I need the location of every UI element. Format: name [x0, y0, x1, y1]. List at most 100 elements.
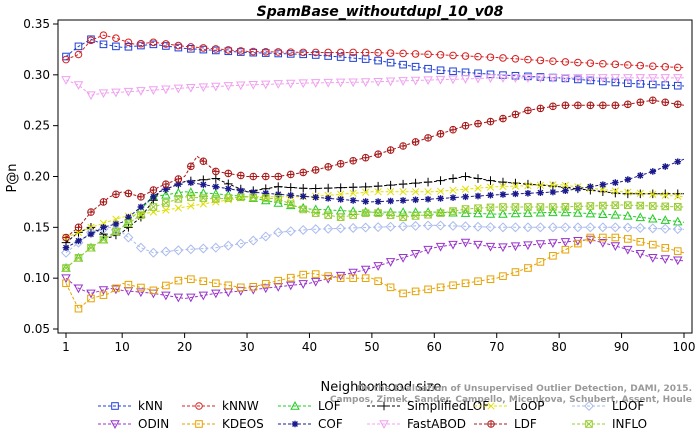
data-point: [673, 247, 682, 255]
legend-item-kdeos: KDEOS: [182, 417, 264, 431]
data-point: [336, 53, 345, 61]
data-point: [274, 48, 283, 56]
data-point: [349, 197, 357, 204]
data-point: [573, 236, 583, 246]
data-point: [499, 191, 507, 198]
data-point: [161, 291, 171, 301]
data-point: [399, 289, 407, 298]
data-point: [87, 36, 95, 45]
data-point: [100, 224, 107, 231]
data-point: [286, 200, 295, 208]
data-point: [112, 227, 120, 236]
data-point: [624, 79, 632, 88]
x-tick-label: 60: [427, 340, 442, 354]
data-point: [337, 196, 344, 203]
data-point: [149, 286, 158, 295]
data-point: [373, 222, 384, 233]
data-point: [660, 223, 671, 234]
legend-swatch-marker: [110, 420, 120, 429]
series-knn: [62, 35, 685, 90]
data-point: [87, 223, 95, 231]
data-point: [311, 166, 320, 174]
data-point: [349, 189, 357, 197]
data-point: [112, 220, 120, 228]
legend-label: LOF: [318, 399, 341, 413]
data-point: [398, 221, 409, 232]
data-point: [361, 209, 370, 217]
data-point: [261, 80, 271, 90]
data-point: [473, 208, 483, 218]
data-point: [524, 189, 532, 197]
data-point: [435, 220, 446, 231]
x-tick-label: 70: [489, 340, 504, 354]
data-point: [410, 76, 421, 86]
data-point: [373, 77, 383, 87]
data-point: [449, 207, 457, 215]
data-point: [298, 183, 308, 193]
data-point: [236, 283, 245, 292]
data-point: [536, 258, 545, 266]
data-point: [611, 101, 620, 110]
data-point: [424, 285, 432, 294]
data-point: [424, 64, 432, 73]
data-point: [660, 215, 671, 224]
data-point: [310, 277, 321, 287]
data-point: [436, 209, 445, 217]
data-point: [498, 243, 508, 253]
legend-swatch-marker: [195, 420, 203, 428]
data-point: [585, 208, 596, 218]
data-point: [273, 80, 283, 89]
data-point: [336, 159, 345, 168]
data-point: [62, 244, 70, 251]
data-point: [98, 89, 109, 99]
y-tick-label: 0.35: [23, 17, 50, 31]
x-tick-label: 10: [115, 340, 130, 354]
data-point: [510, 208, 521, 218]
data-point: [187, 275, 195, 283]
data-point: [99, 40, 108, 49]
data-point: [448, 174, 458, 183]
data-point: [573, 74, 583, 83]
data-point: [449, 194, 457, 201]
data-point: [648, 213, 658, 223]
data-point: [285, 200, 296, 210]
data-point: [485, 74, 496, 84]
data-point: [547, 222, 558, 233]
y-tick-label: 0.30: [23, 68, 50, 82]
data-point: [536, 181, 545, 189]
series-fastabod: [61, 74, 684, 101]
data-point: [486, 183, 495, 191]
data-point: [473, 174, 483, 183]
data-point: [511, 54, 520, 63]
data-point: [249, 188, 257, 196]
data-point: [536, 203, 545, 211]
data-point: [374, 188, 382, 196]
data-point: [374, 48, 382, 57]
data-point: [287, 192, 295, 199]
data-point: [248, 235, 259, 246]
legend-swatch-marker: [111, 402, 119, 410]
data-point: [610, 209, 621, 219]
data-point: [473, 240, 483, 250]
data-point: [149, 186, 158, 194]
data-point: [524, 55, 532, 64]
data-point: [187, 193, 195, 202]
data-point: [162, 42, 170, 50]
data-point: [187, 202, 195, 210]
data-point: [198, 243, 209, 254]
data-point: [249, 172, 258, 181]
data-point: [535, 240, 546, 250]
data-point: [162, 185, 170, 193]
data-point: [323, 183, 333, 193]
data-point: [212, 279, 220, 288]
data-point: [460, 75, 471, 84]
legend-label: FastABOD: [407, 417, 466, 431]
data-point: [486, 275, 495, 283]
data-point: [487, 191, 494, 199]
data-point: [60, 247, 72, 258]
legend-swatch-marker: [583, 400, 595, 412]
data-point: [150, 193, 157, 201]
data-point: [223, 240, 234, 251]
data-point: [561, 58, 570, 66]
legend-label: KDEOS: [222, 417, 264, 431]
